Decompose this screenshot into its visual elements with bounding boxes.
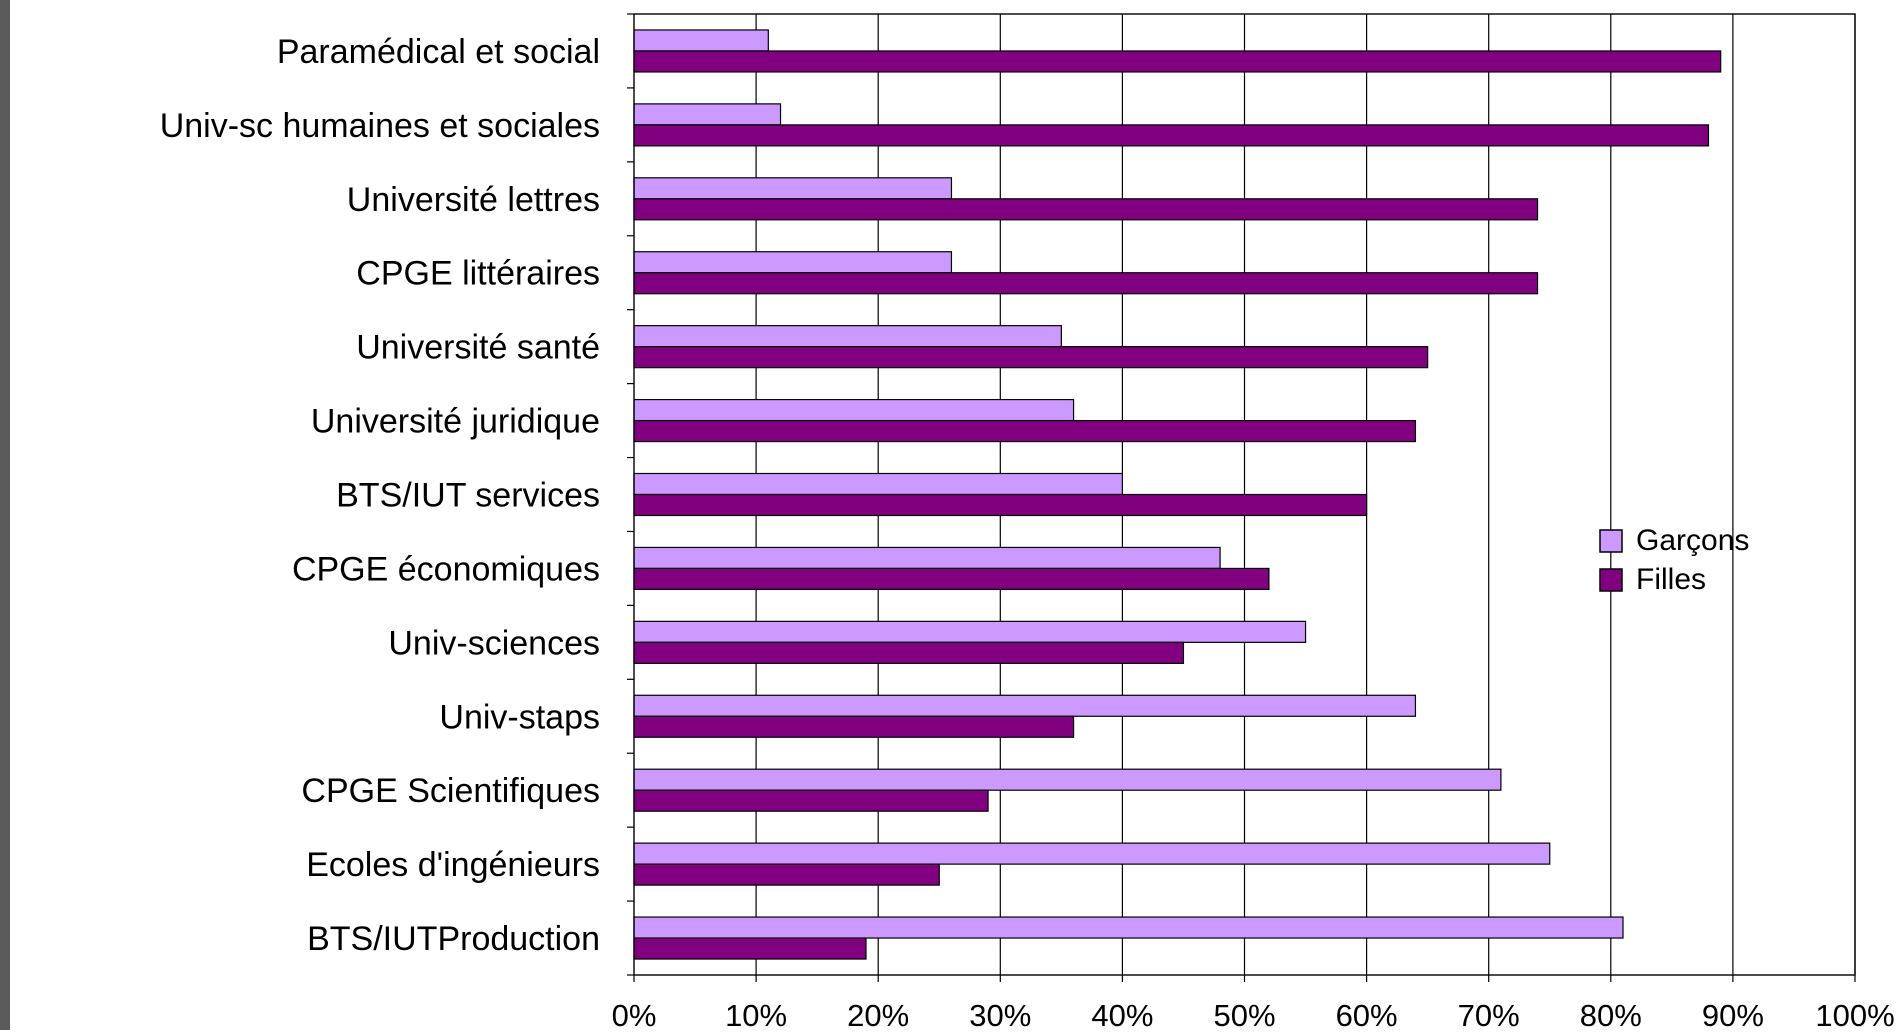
bar-filles	[633, 50, 1722, 73]
x-tick-labels: 0% 10% 20% 30% 40% 50% 60% 70% 80% 90% 100%	[612, 998, 1895, 1033]
bar-filles	[633, 493, 1368, 517]
x-tick-label: 50%	[1213, 998, 1275, 1030]
bar-garcons	[633, 103, 782, 126]
bar-garcons	[633, 398, 1075, 422]
x-tick-label: 70%	[1458, 998, 1520, 1030]
bar-garcons	[633, 620, 1307, 643]
bar-garcons	[633, 694, 1417, 717]
category-label: CPGE économiques	[292, 550, 600, 588]
bar-garcons	[633, 768, 1502, 791]
legend: Garçons Filles	[1599, 524, 1749, 596]
category-label: Univ-sc humaines et sociales	[160, 107, 600, 145]
legend-label-filles: Filles	[1636, 563, 1706, 596]
bar-filles	[633, 198, 1539, 221]
bar-filles	[633, 863, 940, 886]
x-tick-label: 30%	[969, 998, 1031, 1030]
category-label: Univ-staps	[439, 698, 600, 736]
legend-label-garcons: Garçons	[1636, 524, 1749, 557]
x-tick-label: 0%	[612, 998, 657, 1030]
category-label: Université lettres	[347, 181, 600, 219]
bar-filles	[633, 567, 1270, 591]
bar-filles	[633, 715, 1075, 738]
bar-filles	[633, 641, 1185, 664]
plot-frame	[633, 13, 1856, 976]
bar-garcons	[633, 29, 769, 52]
bar-garcons	[633, 177, 953, 200]
x-tick-label: 60%	[1336, 998, 1398, 1030]
category-label: Université juridique	[311, 403, 600, 441]
category-label: Ecoles d'ingénieurs	[306, 846, 600, 884]
x-tick-label: 80%	[1580, 998, 1642, 1030]
x-tick-label: 90%	[1702, 998, 1764, 1030]
bar-filles	[633, 346, 1429, 369]
bar-garcons	[633, 546, 1221, 570]
category-label: BTS/IUTProduction	[307, 920, 600, 958]
bar-garcons	[633, 325, 1062, 348]
bar-filles	[633, 124, 1710, 147]
category-label: Paramédical et social	[277, 33, 600, 71]
category-label: Université santé	[356, 329, 600, 367]
bars	[633, 29, 1722, 960]
x-tick-label: 100%	[1815, 998, 1894, 1030]
category-label: CPGE Scientifiques	[301, 772, 600, 810]
x-tick-label: 10%	[725, 998, 787, 1030]
category-labels: Paramédical et social Univ-sc humaines et…	[160, 33, 600, 958]
bar-garcons	[633, 916, 1624, 939]
category-label: BTS/IUT services	[336, 477, 600, 515]
legend-swatch-filles	[1599, 568, 1623, 592]
bar-filles	[633, 789, 989, 812]
legend-swatch-garcons	[1599, 529, 1623, 553]
bar-filles	[633, 937, 867, 960]
bar-garcons	[633, 251, 953, 274]
bar-garcons	[633, 842, 1551, 865]
x-tick-label: 40%	[1091, 998, 1153, 1030]
category-label: Univ-sciences	[388, 624, 600, 662]
category-label: CPGE littéraires	[356, 255, 600, 293]
x-tick-label: 20%	[847, 998, 909, 1030]
axes	[627, 13, 1856, 982]
window-edge	[0, 0, 10, 1030]
bar-garcons	[633, 472, 1123, 496]
bar-filles	[633, 272, 1539, 295]
bar-filles	[633, 419, 1417, 443]
